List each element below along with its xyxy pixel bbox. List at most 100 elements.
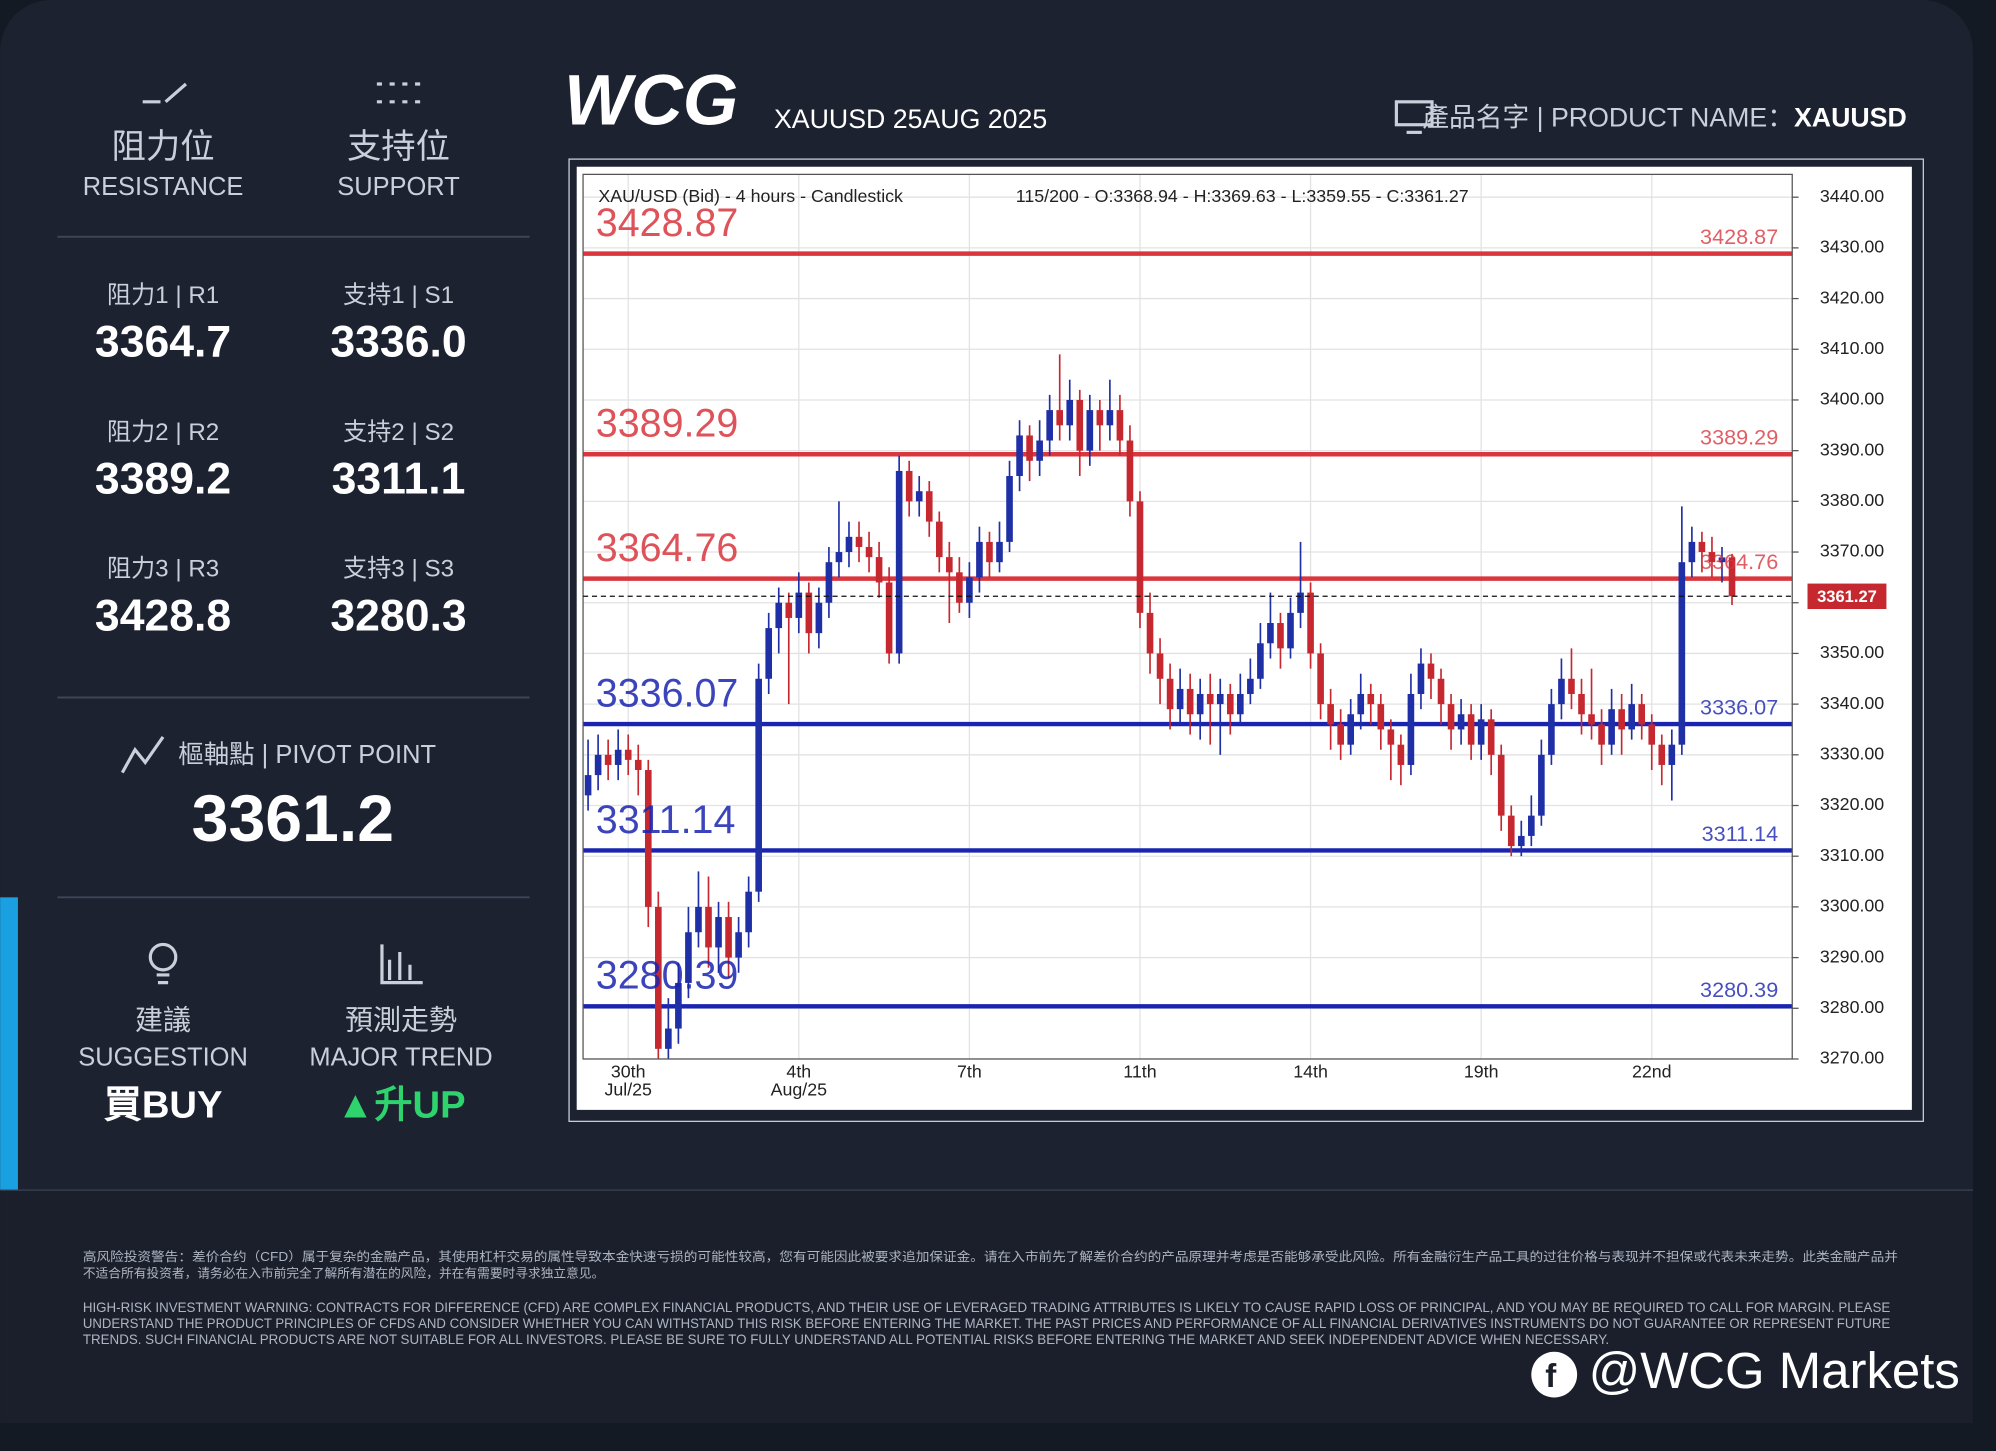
candle-body (1337, 724, 1344, 745)
y-tick-label: 3400.00 (1820, 389, 1884, 409)
candle-body (1578, 693, 1585, 715)
candle-body (1728, 557, 1736, 597)
level-big-label: 3389.29 (596, 402, 739, 446)
disclaimer-en: TRENDS. SUCH FINANCIAL PRODUCTS ARE NOT … (83, 1332, 1609, 1347)
disclaimer: 高风险投资警告：差价合约（CFD）属于复杂的金融产品，其使用杠杆交易的属性导致本… (83, 1249, 1898, 1347)
candle-body (1367, 693, 1375, 705)
candle-body (624, 749, 632, 760)
candle-body (1598, 724, 1605, 745)
x-tick-label: 14th (1293, 1062, 1328, 1082)
candle-body (996, 541, 1003, 563)
candle-body (1327, 704, 1334, 725)
candle-body (785, 602, 793, 618)
candle-body (1618, 709, 1625, 730)
level-label: 阻力2 | R2 (107, 419, 219, 446)
candle-body (685, 932, 692, 983)
level-small-label: 3311.14 (1702, 821, 1779, 846)
disclaimer-zh: 高风险投资警告：差价合约（CFD）属于复杂的金融产品，其使用杠杆交易的属性导致本… (83, 1249, 1898, 1264)
candle-body (795, 592, 803, 618)
disclaimer-zh: 不适合所有投资者，请务必在入市前完全了解所有潜在的风险，并在有需要时寻求独立意见… (83, 1265, 604, 1280)
y-tick-label: 3330.00 (1820, 744, 1884, 764)
candle-body (1226, 693, 1234, 715)
candle-body (1708, 552, 1716, 563)
candle-body (1146, 612, 1154, 654)
y-tick-label: 3370.00 (1820, 541, 1884, 561)
candle-body (1176, 688, 1184, 710)
product-name: 產品名字 | PRODUCT NAME：XAUUSD (1422, 103, 1906, 133)
candle-body (1026, 435, 1033, 461)
level-big-label: 3280.39 (596, 954, 739, 998)
candle-body (855, 536, 863, 547)
y-tick-label: 3320.00 (1820, 794, 1884, 814)
x-tick-label: 4th (786, 1062, 811, 1082)
candle-body (604, 754, 612, 765)
support-title: 支持位 (347, 128, 450, 166)
candle-body (1568, 678, 1575, 694)
icons (120, 82, 1434, 985)
candle-body (1307, 592, 1314, 654)
candle-body (1427, 663, 1435, 679)
candle-body (1006, 476, 1013, 542)
y-tick-label: 3390.00 (1820, 439, 1884, 459)
candle-body (1216, 693, 1224, 705)
candle-body (634, 759, 642, 771)
y-tick-label: 3280.00 (1820, 997, 1884, 1017)
candle-body (1136, 501, 1144, 613)
y-tick-label: 3290.00 (1820, 946, 1884, 966)
candle-body (705, 906, 712, 948)
candle-body (815, 602, 823, 634)
candle-body (675, 982, 682, 1029)
level-small-label: 3428.87 (1700, 224, 1778, 249)
candle-body (1457, 714, 1465, 730)
candle-body (1487, 719, 1495, 755)
level-value: 3428.8 (95, 591, 231, 640)
candle-body (1447, 704, 1455, 730)
candle-body (1698, 541, 1706, 553)
level-value: 3336.0 (330, 318, 466, 367)
candle-body (1036, 440, 1043, 461)
candle-body (1638, 704, 1646, 725)
candle-body (1668, 744, 1676, 765)
y-tick-label: 3310.00 (1820, 845, 1884, 865)
candle-body (1317, 653, 1324, 705)
candle-body (1287, 612, 1294, 649)
candle-body (1016, 435, 1023, 477)
candle-body (1558, 678, 1565, 705)
x-tick-label: 22nd (1632, 1062, 1672, 1082)
level-value: 3364.7 (95, 318, 231, 367)
candle-body (1377, 704, 1385, 730)
resistance-title: 阻力位 (111, 128, 214, 166)
y-tick-label: 3420.00 (1820, 287, 1884, 307)
logo: WCG (564, 60, 738, 140)
y-tick-label: 3340.00 (1820, 693, 1884, 713)
level-value: 3280.3 (330, 591, 466, 640)
candle-body (956, 572, 963, 603)
candle-body (1297, 592, 1304, 613)
candle-body (1076, 399, 1084, 451)
product-label: 產品名字 | PRODUCT NAME： (1422, 103, 1794, 133)
candle-body (976, 541, 983, 578)
candle-body (1206, 693, 1214, 705)
candle-body (1417, 663, 1425, 694)
candle-body (1437, 678, 1445, 705)
candle-body (1538, 754, 1545, 816)
suggestion-title: 建議 (135, 1004, 191, 1035)
chart-title: XAU/USD (Bid) - 4 hours - Candlestick (598, 186, 903, 206)
candle-body (775, 602, 783, 629)
candle-body (594, 754, 602, 776)
candle-body (935, 521, 943, 558)
y-tick-label: 3430.00 (1820, 237, 1884, 257)
candle-body (1267, 623, 1274, 644)
candles (584, 354, 1736, 1059)
accent-stripe (0, 897, 18, 1191)
pivot-label: 樞軸點 | PIVOT POINT (178, 741, 436, 769)
candle-body (695, 906, 702, 933)
candle-body (1507, 815, 1515, 847)
candle-body (1517, 835, 1525, 847)
candle-body (1106, 410, 1114, 426)
candle-body (1357, 693, 1365, 715)
candle-body (1688, 541, 1696, 563)
candle-body (805, 592, 813, 634)
candle-body (1718, 557, 1726, 563)
candle-body (1196, 693, 1204, 715)
